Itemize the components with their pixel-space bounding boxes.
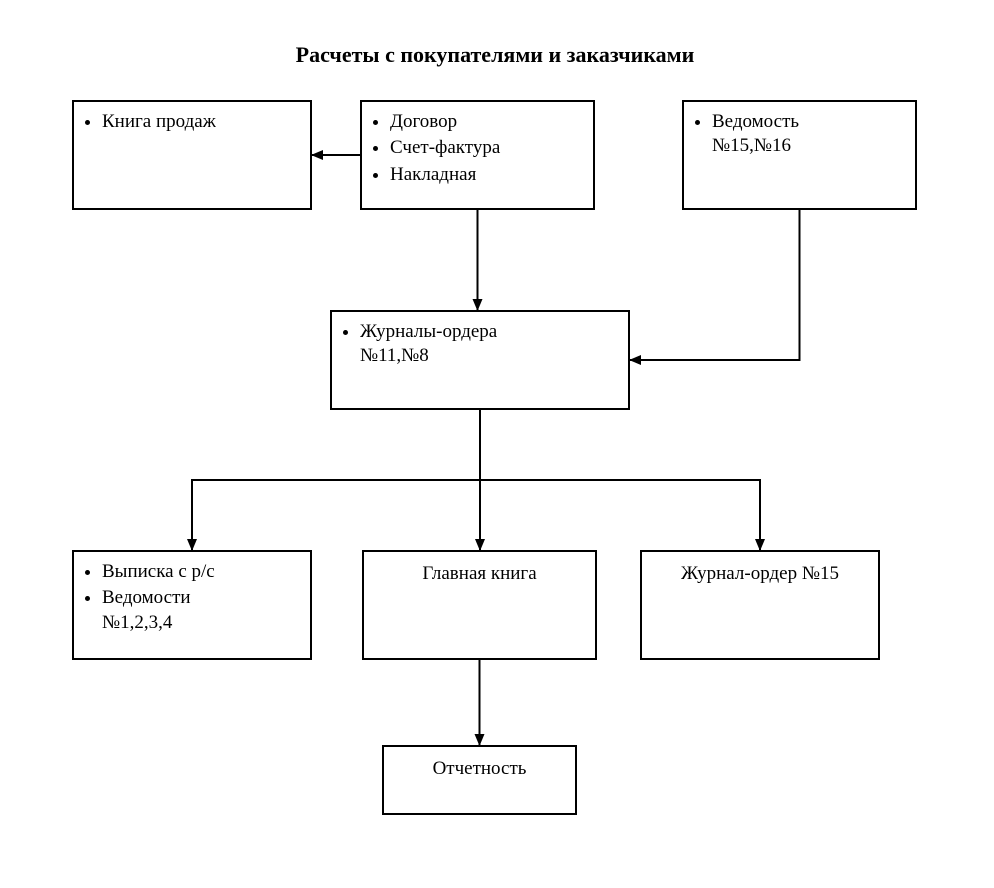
node-vedomost-15-16: Ведомость №15,№16 (682, 100, 917, 210)
node-text: Отчетность (384, 747, 575, 788)
node-sales-book: Книга продаж (72, 100, 312, 210)
node-item: Договор (390, 110, 583, 134)
node-item: Ведомость №15,№16 (712, 110, 905, 159)
node-journals: Журналы-ордера №11,№8 (330, 310, 630, 410)
node-text: Журнал-ордер №15 (642, 552, 878, 593)
node-report: Отчетность (382, 745, 577, 815)
node-item: Выписка с р/с (102, 560, 300, 584)
node-journal-order-15: Журнал-ордер №15 (640, 550, 880, 660)
node-item: Ведомости №1,2,3,4 (102, 586, 300, 635)
flowchart-canvas: Расчеты с покупателями и заказчиками Кни… (0, 0, 994, 888)
node-documents: Договор Счет-фактура Накладная (360, 100, 595, 210)
diagram-title: Расчеты с покупателями и заказчиками (230, 42, 760, 68)
node-item: Журналы-ордера №11,№8 (360, 320, 618, 369)
node-item: Книга продаж (102, 110, 300, 134)
node-item: Накладная (390, 163, 583, 187)
node-main-book: Главная книга (362, 550, 597, 660)
node-item: Счет-фактура (390, 136, 583, 160)
node-extract: Выписка с р/с Ведомости №1,2,3,4 (72, 550, 312, 660)
node-text: Главная книга (364, 552, 595, 593)
